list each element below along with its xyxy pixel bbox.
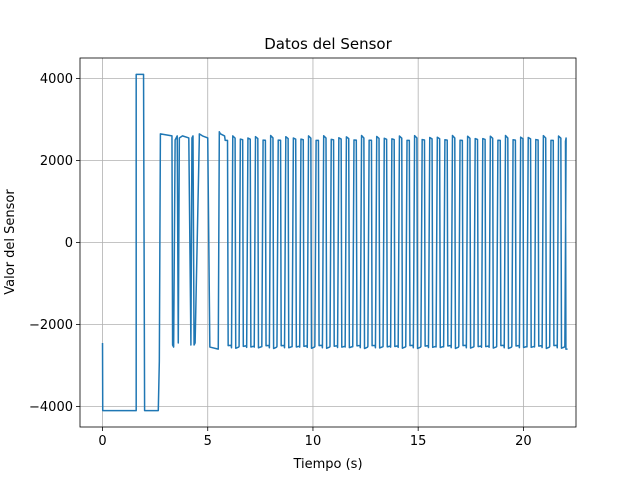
x-tick-label: 15 — [410, 434, 427, 449]
y-tick-label: −4000 — [29, 400, 73, 415]
chart-title: Datos del Sensor — [264, 35, 392, 53]
y-tick-label: −2000 — [29, 318, 73, 333]
x-axis-label: Tiempo (s) — [292, 457, 362, 472]
x-tick-label: 5 — [204, 434, 212, 449]
y-tick-label: 0 — [65, 236, 73, 251]
y-tick-label: 4000 — [40, 72, 73, 87]
x-tick-label: 0 — [98, 434, 106, 449]
data-layer — [101, 73, 568, 412]
ticks: 0 5 10 15 20 −4000 −2000 0 2000 4000 — [29, 72, 532, 449]
x-tick-label: 20 — [515, 434, 532, 449]
y-tick-label: 2000 — [40, 154, 73, 169]
y-axis-label: Valor del Sensor — [3, 189, 18, 295]
series-line — [101, 73, 568, 412]
x-tick-label: 10 — [305, 434, 322, 449]
